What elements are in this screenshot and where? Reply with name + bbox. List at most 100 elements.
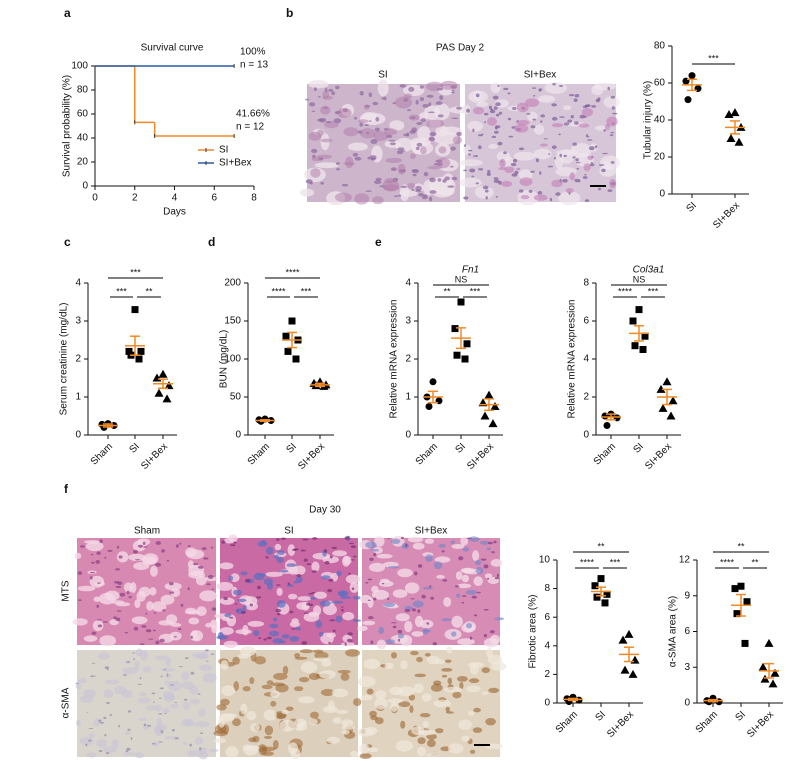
tissue-texture: [204, 576, 218, 582]
tissue-texture: [246, 711, 257, 721]
y-tick-label: 1: [75, 392, 81, 403]
tissue-texture: [487, 541, 493, 545]
y-tick-label: 100: [224, 354, 241, 365]
tissue-texture: [425, 753, 440, 757]
tissue-texture: [141, 625, 147, 628]
tissue-texture: [568, 94, 575, 97]
tissue-texture: [525, 98, 540, 107]
tissue-texture: [190, 635, 193, 640]
y-axis-label: Survival probability (%): [62, 75, 73, 177]
tissue-texture: [507, 117, 512, 121]
tissue-texture: [301, 641, 308, 645]
tissue-texture: [551, 116, 558, 121]
tissue-texture: [397, 147, 405, 151]
tissue-texture: [573, 98, 578, 102]
tissue-texture: [548, 153, 551, 155]
tissue-texture: [444, 686, 463, 693]
tissue-texture: [95, 560, 100, 564]
significance-label: **: [597, 541, 605, 551]
tissue-texture: [133, 562, 150, 571]
tissue-texture: [450, 146, 456, 151]
tissue-texture: [501, 180, 513, 187]
annotation: n = 13: [240, 60, 269, 71]
tissue-texture: [293, 565, 306, 576]
x-tick-label: SI+Bex: [643, 441, 674, 472]
tissue-texture: [173, 636, 177, 638]
tissue-texture: [313, 605, 322, 616]
tissue-texture: [416, 122, 423, 125]
tissue-texture: [345, 156, 354, 169]
tissue-texture: [166, 559, 170, 562]
data-point: [282, 332, 290, 340]
micrograph-title: PAS Day 2: [436, 43, 485, 54]
tissue-texture: [184, 657, 189, 660]
tissue-texture: [439, 95, 444, 101]
tissue-texture: [397, 629, 403, 634]
tissue-texture: [533, 94, 536, 97]
x-tick-label: Sham: [694, 709, 720, 735]
tissue-texture: [498, 166, 507, 171]
significance-label: NS: [455, 274, 468, 284]
tissue-texture: [437, 114, 444, 118]
tissue-texture: [310, 168, 321, 178]
tissue-texture: [461, 601, 464, 604]
tissue-texture: [581, 107, 594, 117]
tissue-texture: [488, 687, 500, 694]
tissue-texture: [370, 139, 378, 144]
tissue-texture: [114, 581, 120, 584]
y-tick-label: 50: [230, 392, 242, 403]
tissue-texture: [414, 571, 418, 576]
tissue-texture: [456, 593, 461, 598]
tissue-texture: [407, 182, 416, 189]
tissue-texture: [487, 654, 503, 665]
tissue-texture: [463, 196, 469, 200]
tissue-texture: [606, 116, 618, 127]
tissue-texture: [368, 616, 374, 620]
tissue-texture: [308, 131, 322, 141]
tissue-texture: [135, 752, 144, 759]
tissue-texture: [312, 537, 318, 540]
tissue-texture: [535, 158, 539, 163]
tissue-texture: [447, 677, 453, 685]
x-tick-label: SI: [632, 441, 646, 455]
tissue-texture: [186, 549, 205, 560]
tissue-texture: [345, 574, 361, 584]
tissue-texture: [516, 102, 529, 113]
tissue-texture: [417, 126, 431, 141]
data-point: [733, 610, 741, 618]
tissue-texture: [304, 612, 309, 614]
tissue-texture: [382, 179, 400, 192]
tissue-texture: [416, 142, 423, 147]
tissue-texture: [533, 194, 548, 201]
annotation: 100%: [240, 47, 266, 58]
tissue-texture: [485, 718, 496, 726]
tissue-texture: [292, 548, 297, 552]
tissue-texture: [408, 114, 420, 121]
tissue-texture: [276, 584, 281, 586]
y-tick-label: 0: [684, 698, 690, 709]
tissue-texture: [346, 638, 353, 643]
tissue-texture: [102, 621, 108, 623]
legend-label: SI+Bex: [219, 158, 252, 169]
tissue-texture: [414, 673, 427, 678]
tissue-texture: [256, 596, 262, 599]
tissue-texture: [441, 550, 445, 553]
data-point: [770, 668, 780, 677]
tissue-texture: [88, 728, 94, 729]
tissue-texture: [601, 168, 606, 173]
x-tick-label: SI: [454, 441, 468, 455]
tissue-texture: [420, 118, 427, 123]
tissue-texture: [599, 165, 617, 177]
annotation: 41.66%: [236, 109, 270, 120]
tissue-texture: [357, 625, 368, 632]
tissue-texture: [318, 631, 324, 637]
tissue-texture: [343, 127, 359, 137]
tissue-texture: [518, 169, 533, 181]
tissue-texture: [300, 549, 307, 552]
tissue-texture: [438, 146, 447, 154]
tissue-texture: [490, 82, 501, 94]
data-point: [162, 394, 172, 403]
tissue-texture: [314, 651, 329, 660]
tissue-texture: [594, 145, 598, 149]
tissue-texture: [559, 153, 562, 158]
